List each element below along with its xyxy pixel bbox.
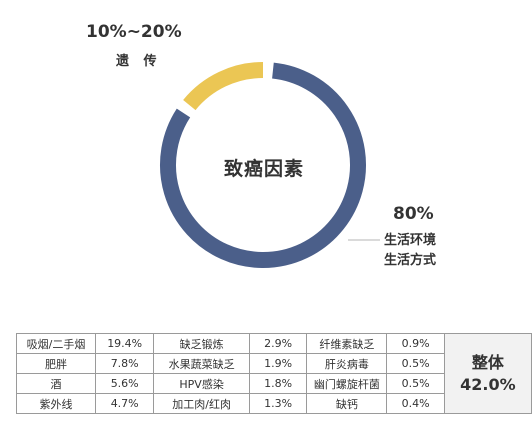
factor-pct-cell: 0.9% xyxy=(386,333,445,354)
factor-pct-cell: 0.5% xyxy=(386,373,445,394)
factor-pct-cell: 0.5% xyxy=(386,353,445,374)
lifestyle-value-label: 80% xyxy=(393,204,434,224)
donut-center-title: 致癌因素 xyxy=(224,158,305,180)
total-label: 整体 xyxy=(471,352,504,372)
factor-pct-cell: 2.9% xyxy=(248,333,308,354)
total-cell: 整体 42.0% xyxy=(443,333,532,414)
lifestyle-name-label-line2: 生活方式 xyxy=(384,253,437,268)
factor-name-cell: 纤维素缺乏 xyxy=(306,333,388,354)
factor-pct-cell: 1.8% xyxy=(248,373,308,394)
table-row: 吸烟/二手烟 19.4% 缺乏锻炼 2.9% 纤维素缺乏 0.9% 整体 42.… xyxy=(16,333,532,414)
factor-pct-cell: 19.4% xyxy=(94,333,155,354)
genetic-slice xyxy=(183,62,264,111)
genetic-name-label: 遗 传 xyxy=(116,54,162,69)
factor-pct-cell: 1.3% xyxy=(248,393,308,414)
factor-name-cell: 幽门螺旋杆菌 xyxy=(306,373,388,394)
factor-name-cell: 肥胖 xyxy=(16,353,96,374)
factor-name-cell: 紫外线 xyxy=(16,393,96,414)
lifestyle-name-label-line1: 生活环境 xyxy=(384,233,437,248)
factor-name-cell: 肝炎病毒 xyxy=(306,353,388,374)
factor-pct-cell: 5.6% xyxy=(94,373,155,394)
factor-pct-cell: 0.4% xyxy=(386,393,445,414)
table-row: 紫外线 4.7% 加工肉/红肉 1.3% 缺钙 0.4% xyxy=(16,393,532,414)
cancer-factor-table: 吸烟/二手烟 19.4% 缺乏锻炼 2.9% 纤维素缺乏 0.9% 整体 42.… xyxy=(16,333,532,414)
factor-name-cell: HPV感染 xyxy=(153,373,250,394)
factor-name-cell: 酒 xyxy=(16,373,96,394)
factor-name-cell: 水果蔬菜缺乏 xyxy=(153,353,250,374)
donut-chart xyxy=(160,62,380,268)
genetic-value-label: 10%~20% xyxy=(86,22,182,42)
total-value: 42.0% xyxy=(460,374,516,394)
factor-pct-cell: 7.8% xyxy=(94,353,155,374)
factor-name-cell: 吸烟/二手烟 xyxy=(16,333,96,354)
factor-name-cell: 缺乏锻炼 xyxy=(153,333,250,354)
factor-pct-cell: 4.7% xyxy=(94,393,155,414)
lifestyle-slice xyxy=(160,62,366,268)
factor-name-cell: 加工肉/红肉 xyxy=(153,393,250,414)
factor-name-cell: 缺钙 xyxy=(306,393,388,414)
factor-pct-cell: 1.9% xyxy=(248,353,308,374)
table-row: 肥胖 7.8% 水果蔬菜缺乏 1.9% 肝炎病毒 0.5% xyxy=(16,353,532,374)
